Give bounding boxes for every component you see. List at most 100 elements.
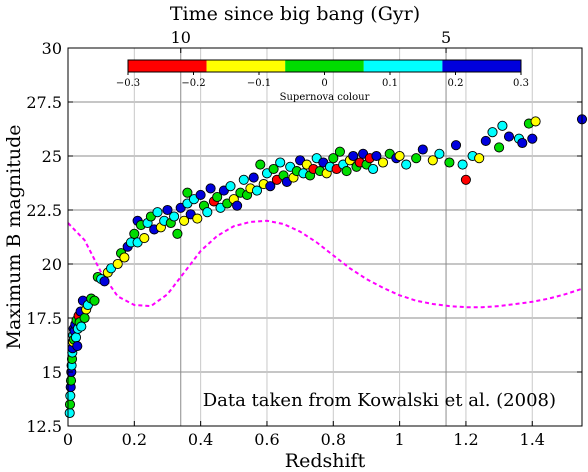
data-point bbox=[444, 157, 455, 168]
data-point bbox=[527, 133, 538, 144]
data-point bbox=[460, 174, 471, 185]
y-tick-label: 27.5 bbox=[26, 93, 62, 112]
data-point bbox=[139, 233, 150, 244]
colorbar-tick-label: 0.3 bbox=[513, 78, 529, 89]
colorbar-segment bbox=[442, 60, 521, 72]
x-tick-label: 0 bbox=[63, 430, 73, 449]
data-point bbox=[411, 153, 422, 164]
data-point bbox=[205, 183, 216, 194]
data-point bbox=[497, 120, 508, 131]
model-curve-layer bbox=[67, 219, 583, 309]
data-point bbox=[251, 185, 263, 196]
data-point bbox=[480, 135, 491, 146]
y-tick-label: 30 bbox=[42, 39, 62, 58]
colorbar: −0.3 −0.2 −0.1 0 0.1 0.2 0.3 Supernova colour bbox=[116, 59, 529, 103]
data-point bbox=[474, 153, 485, 164]
data-point bbox=[394, 150, 405, 162]
data-point bbox=[487, 127, 498, 138]
data-point bbox=[112, 258, 123, 270]
x-tick-label: 0.6 bbox=[254, 430, 279, 449]
data-point bbox=[517, 137, 528, 149]
data-point bbox=[275, 157, 286, 168]
data-point bbox=[65, 390, 76, 401]
colorbar-tick-label: −0.2 bbox=[181, 78, 205, 89]
data-point bbox=[129, 228, 140, 239]
data-point bbox=[162, 204, 173, 216]
data-point bbox=[268, 163, 279, 175]
y-tick-label: 12.5 bbox=[26, 417, 62, 436]
colorbar-tick-label: −0.1 bbox=[247, 78, 271, 89]
data-point bbox=[328, 153, 339, 164]
y-tick-label: 22.5 bbox=[26, 201, 62, 220]
data-point bbox=[202, 207, 213, 218]
colorbar-tick-label: 0 bbox=[321, 78, 327, 89]
data-point bbox=[64, 407, 75, 419]
data-point bbox=[212, 191, 223, 203]
x-tick-label: 0.2 bbox=[122, 430, 147, 449]
plot-frame bbox=[67, 47, 583, 427]
model-curve bbox=[67, 219, 583, 309]
y-tick-label: 17.5 bbox=[26, 309, 62, 328]
colorbar-tick-label: −0.3 bbox=[116, 78, 140, 89]
data-point bbox=[72, 341, 83, 352]
data-point bbox=[172, 228, 183, 239]
colorbar-segment bbox=[363, 60, 443, 72]
data-point bbox=[248, 172, 259, 183]
data-point bbox=[99, 276, 110, 287]
data-point bbox=[427, 155, 438, 166]
data-point bbox=[334, 146, 345, 157]
y-tick-label: 25 bbox=[42, 147, 62, 166]
data-point bbox=[195, 189, 206, 200]
x-tick-label: 1.2 bbox=[453, 430, 478, 449]
y-tick-label: 15 bbox=[42, 363, 62, 382]
x-tick-label: 1.4 bbox=[520, 430, 545, 449]
data-point bbox=[232, 200, 243, 211]
colorbar-tick-label: 0.2 bbox=[448, 78, 464, 89]
data-point bbox=[192, 213, 203, 224]
x-axis-label: Redshift bbox=[285, 450, 366, 472]
y-tick-label: 20 bbox=[42, 255, 62, 274]
colorbar-segment bbox=[206, 60, 286, 72]
data-point bbox=[368, 163, 379, 175]
colorbar-segment bbox=[285, 60, 364, 72]
top-axis-label: Time since big bang (Gyr) bbox=[170, 3, 420, 25]
data-point bbox=[341, 166, 352, 177]
data-point bbox=[70, 332, 82, 343]
data-point bbox=[169, 211, 180, 222]
data-point bbox=[64, 399, 76, 410]
data-point bbox=[457, 159, 468, 170]
top-tick-label: 10 bbox=[171, 28, 191, 47]
data-point bbox=[238, 174, 249, 185]
data-point bbox=[76, 321, 87, 332]
data-point bbox=[434, 148, 445, 159]
data-point bbox=[255, 159, 266, 170]
data-point bbox=[348, 150, 359, 162]
data-point bbox=[530, 116, 541, 127]
colorbar-label: Supernova colour bbox=[280, 92, 370, 103]
data-point bbox=[89, 295, 100, 306]
y-axis-label: Maximum B magnitude bbox=[3, 125, 25, 350]
data-point bbox=[450, 140, 462, 151]
axis-ticks: 12.5 15 17.5 20 22.5 25 27.5 30 0 0.2 0.4 0.6 0.8 1 1.… bbox=[26, 28, 582, 449]
data-point bbox=[503, 131, 515, 142]
source-annotation: Data taken from Kowalski et al. (2008) bbox=[203, 390, 556, 411]
data-point bbox=[417, 144, 428, 155]
data-point bbox=[265, 181, 276, 192]
x-tick-label: 0.4 bbox=[188, 430, 213, 449]
data-point bbox=[371, 150, 382, 162]
grid-lines bbox=[67, 47, 582, 427]
data-point bbox=[225, 181, 236, 192]
data-point bbox=[401, 159, 412, 170]
top-tick-label: 5 bbox=[441, 28, 451, 47]
colorbar-tick-label: 0.1 bbox=[382, 78, 398, 89]
data-point bbox=[182, 187, 193, 198]
data-point bbox=[119, 252, 130, 263]
x-tick-label: 0.8 bbox=[321, 430, 346, 449]
data-point bbox=[152, 207, 163, 218]
data-point bbox=[494, 142, 505, 153]
colorbar-segment bbox=[128, 60, 207, 72]
data-point bbox=[377, 157, 389, 168]
data-point bbox=[179, 215, 190, 226]
data-point bbox=[79, 312, 90, 324]
